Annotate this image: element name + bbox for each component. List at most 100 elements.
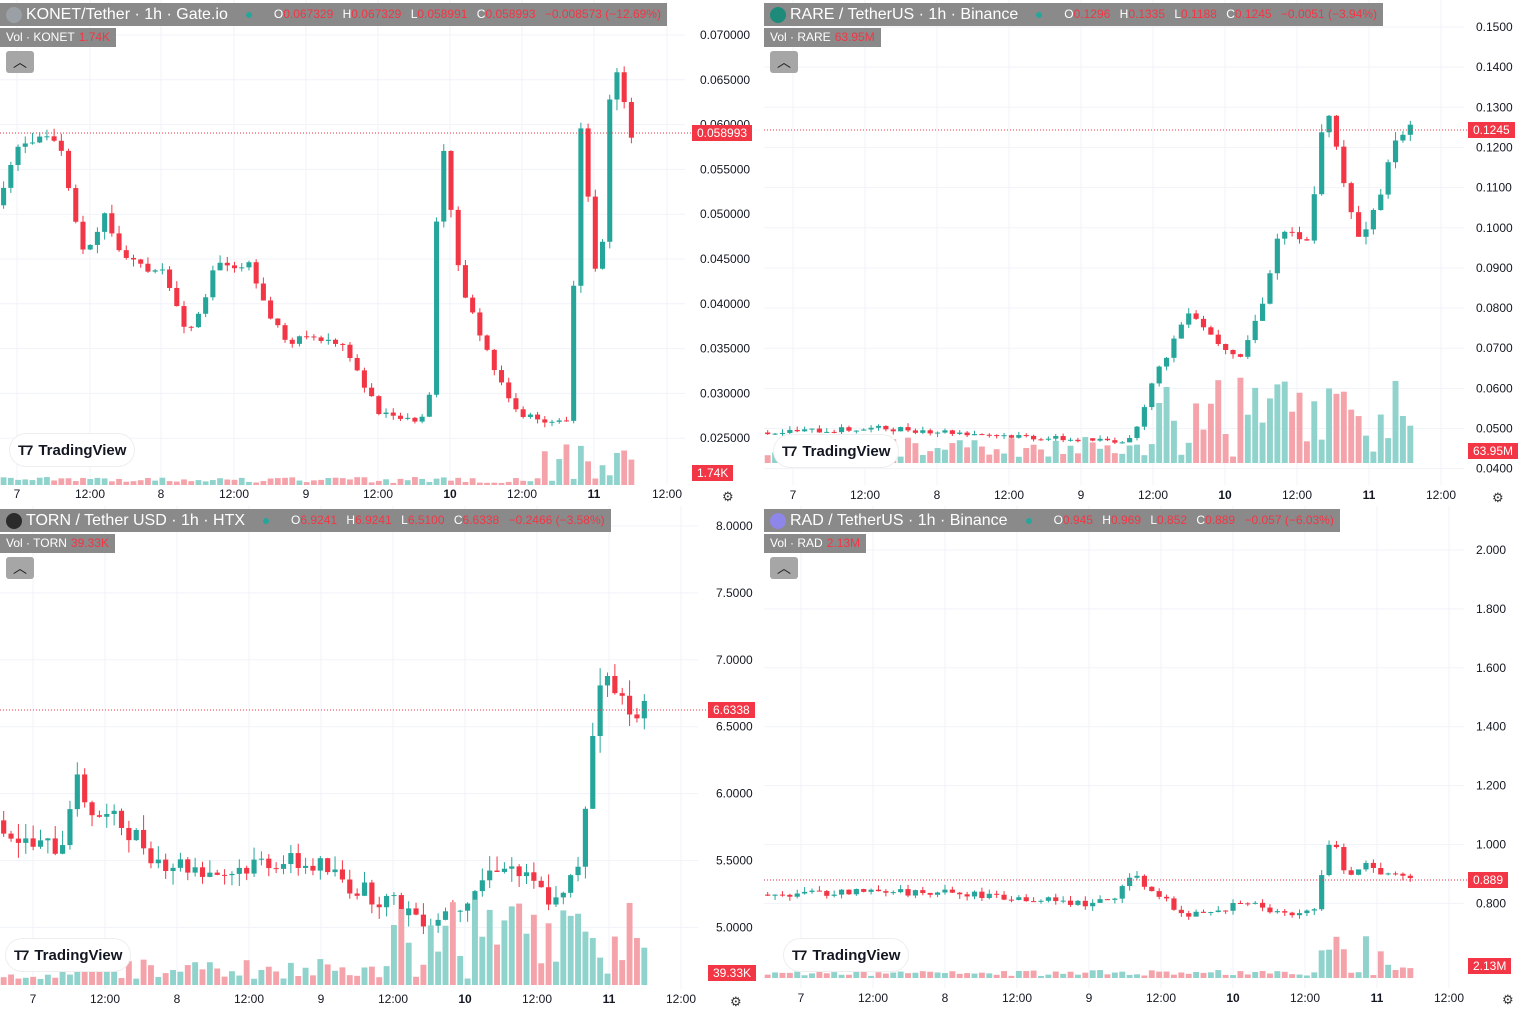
volume-bar	[1111, 972, 1118, 978]
candle-body	[846, 427, 852, 431]
volume-bar	[258, 969, 265, 985]
volume-legend[interactable]: Vol · RAD 2.13M	[764, 534, 867, 553]
price-axis-tick: 0.1200	[1476, 140, 1513, 154]
candle-body	[174, 287, 180, 307]
candle-body	[1127, 437, 1133, 443]
chart-settings-gear-icon[interactable]: ⚙	[722, 489, 734, 504]
tradingview-logo[interactable]: T7 TradingView	[784, 939, 909, 971]
volume-label: Vol · TORN	[6, 536, 67, 550]
volume-bar	[1326, 388, 1333, 463]
candle-body	[905, 427, 911, 431]
candle-body	[612, 675, 618, 694]
volume-bar	[1333, 936, 1340, 978]
volume-bar	[0, 977, 7, 985]
collapse-legend-button[interactable]: ︿	[6, 51, 34, 73]
volume-bar	[1030, 444, 1037, 463]
candle-body	[354, 357, 360, 371]
volume-bar	[1097, 448, 1104, 463]
volume-legend[interactable]: Vol · KONET 1.74K	[0, 28, 117, 47]
candle-body	[1097, 438, 1103, 441]
symbol-title[interactable]: RARE / TetherUS · 1h · Binance	[790, 6, 1019, 23]
volume-bar	[173, 481, 180, 485]
volume-legend[interactable]: Vol · RARE 63.95M	[764, 28, 881, 47]
collapse-legend-button[interactable]: ︿	[770, 51, 798, 73]
volume-bar	[433, 478, 440, 485]
symbol-legend[interactable]: KONET/Tether · 1h · Gate.io O0.067329 H0…	[0, 3, 667, 26]
volume-bar	[1370, 975, 1377, 978]
symbol-title[interactable]: TORN / Tether USD · 1h · HTX	[26, 512, 246, 529]
candle-body	[310, 865, 316, 871]
symbol-legend[interactable]: RARE / TetherUS · 1h · Binance O0.1296 H…	[764, 3, 1383, 26]
candle-body	[1259, 303, 1266, 321]
collapse-legend-button[interactable]: ︿	[6, 557, 34, 579]
time-axis-tick: 12:00	[219, 487, 249, 501]
candle-body	[1186, 913, 1192, 917]
symbol-legend[interactable]: RAD / TetherUS · 1h · Binance O0.945 H0.…	[764, 509, 1340, 532]
volume-bar	[260, 481, 267, 485]
volume-bar	[74, 963, 81, 985]
price-axis-tick: 0.055000	[700, 162, 750, 176]
chart-pane-konet[interactable]: 0.0700000.0650000.0600000.0550000.050000…	[0, 0, 764, 506]
candle-body	[116, 233, 122, 251]
candle-body	[412, 417, 418, 422]
candle-body	[838, 889, 845, 895]
chart-pane-torn[interactable]: 8.0000 7.5000 7.0000 6.5000 6.0000 5.5000 5.00…	[0, 506, 764, 1012]
time-axis-tick: 12:00	[1434, 991, 1464, 1005]
time-axis-tick: 9	[1078, 488, 1085, 502]
volume-bar	[140, 959, 147, 985]
candle-body	[155, 859, 161, 864]
chart-settings-gear-icon[interactable]: ⚙	[1502, 992, 1514, 1007]
symbol-title[interactable]: KONET/Tether · 1h · Gate.io	[26, 6, 228, 23]
tradingview-logo[interactable]: T7 TradingView	[10, 434, 135, 466]
candle-body	[1067, 439, 1074, 441]
volume-bar	[1399, 967, 1406, 978]
candle-body	[426, 394, 432, 417]
volume-bar	[1089, 970, 1096, 978]
chart-settings-gear-icon[interactable]: ⚙	[730, 994, 742, 1009]
candle-body	[479, 880, 485, 892]
candle-body	[1016, 435, 1022, 438]
candle-body	[195, 313, 201, 328]
volume-bar	[890, 972, 897, 978]
volume-bar	[1363, 435, 1369, 463]
volume-bar	[589, 938, 596, 985]
volume-bar	[282, 477, 288, 485]
volume-bar	[1252, 387, 1259, 463]
time-axis-tick: 11	[1371, 991, 1384, 1005]
chart-pane-rare[interactable]: 0.1500 0.1400 0.1300 0.1200 0.1100 0.1000 0.09…	[764, 0, 1539, 506]
candle-body	[868, 889, 874, 892]
volume-bar	[405, 942, 412, 985]
volume-bar	[166, 481, 173, 485]
price-axis-tick: 7.5000	[716, 586, 753, 600]
candle-body	[1001, 894, 1007, 900]
volume-bar	[317, 959, 324, 985]
volume-bar	[949, 971, 956, 978]
candle-body	[163, 859, 169, 872]
volume-bar	[599, 465, 606, 485]
candle-body	[282, 325, 288, 340]
candle-body	[1016, 897, 1022, 900]
volume-label: Vol · KONET	[6, 30, 75, 44]
time-axis-tick: 12:00	[75, 487, 105, 501]
collapse-legend-button[interactable]: ︿	[770, 557, 798, 579]
symbol-title[interactable]: RAD / TetherUS · 1h · Binance	[790, 512, 1008, 529]
volume-bar	[181, 479, 187, 485]
volume-legend[interactable]: Vol · TORN 39.33K	[0, 534, 115, 553]
price-axis-tick: 1.000	[1476, 838, 1506, 852]
candle-body	[1045, 897, 1051, 901]
time-axis-tick: 12:00	[1138, 488, 1168, 502]
volume-bar	[199, 969, 206, 985]
volume-bar	[238, 477, 245, 485]
candle-body	[1045, 438, 1051, 440]
chart-settings-gear-icon[interactable]: ⚙	[1492, 490, 1504, 505]
symbol-legend[interactable]: TORN / Tether USD · 1h · HTX O6.9241 H6.…	[0, 509, 611, 532]
tradingview-logo[interactable]: T7 TradingView	[774, 435, 899, 467]
tradingview-logo[interactable]: T7 TradingView	[6, 939, 131, 971]
volume-bar	[927, 451, 934, 463]
volume-bar	[597, 957, 604, 985]
candle-body	[1156, 366, 1162, 384]
chart-pane-rad[interactable]: 2.000 1.800 1.600 1.400 1.200 1.000 0.800 7 12:0…	[764, 506, 1539, 1012]
volume-bar	[303, 482, 310, 485]
candle-body	[1304, 910, 1310, 914]
candle-body	[506, 382, 512, 399]
